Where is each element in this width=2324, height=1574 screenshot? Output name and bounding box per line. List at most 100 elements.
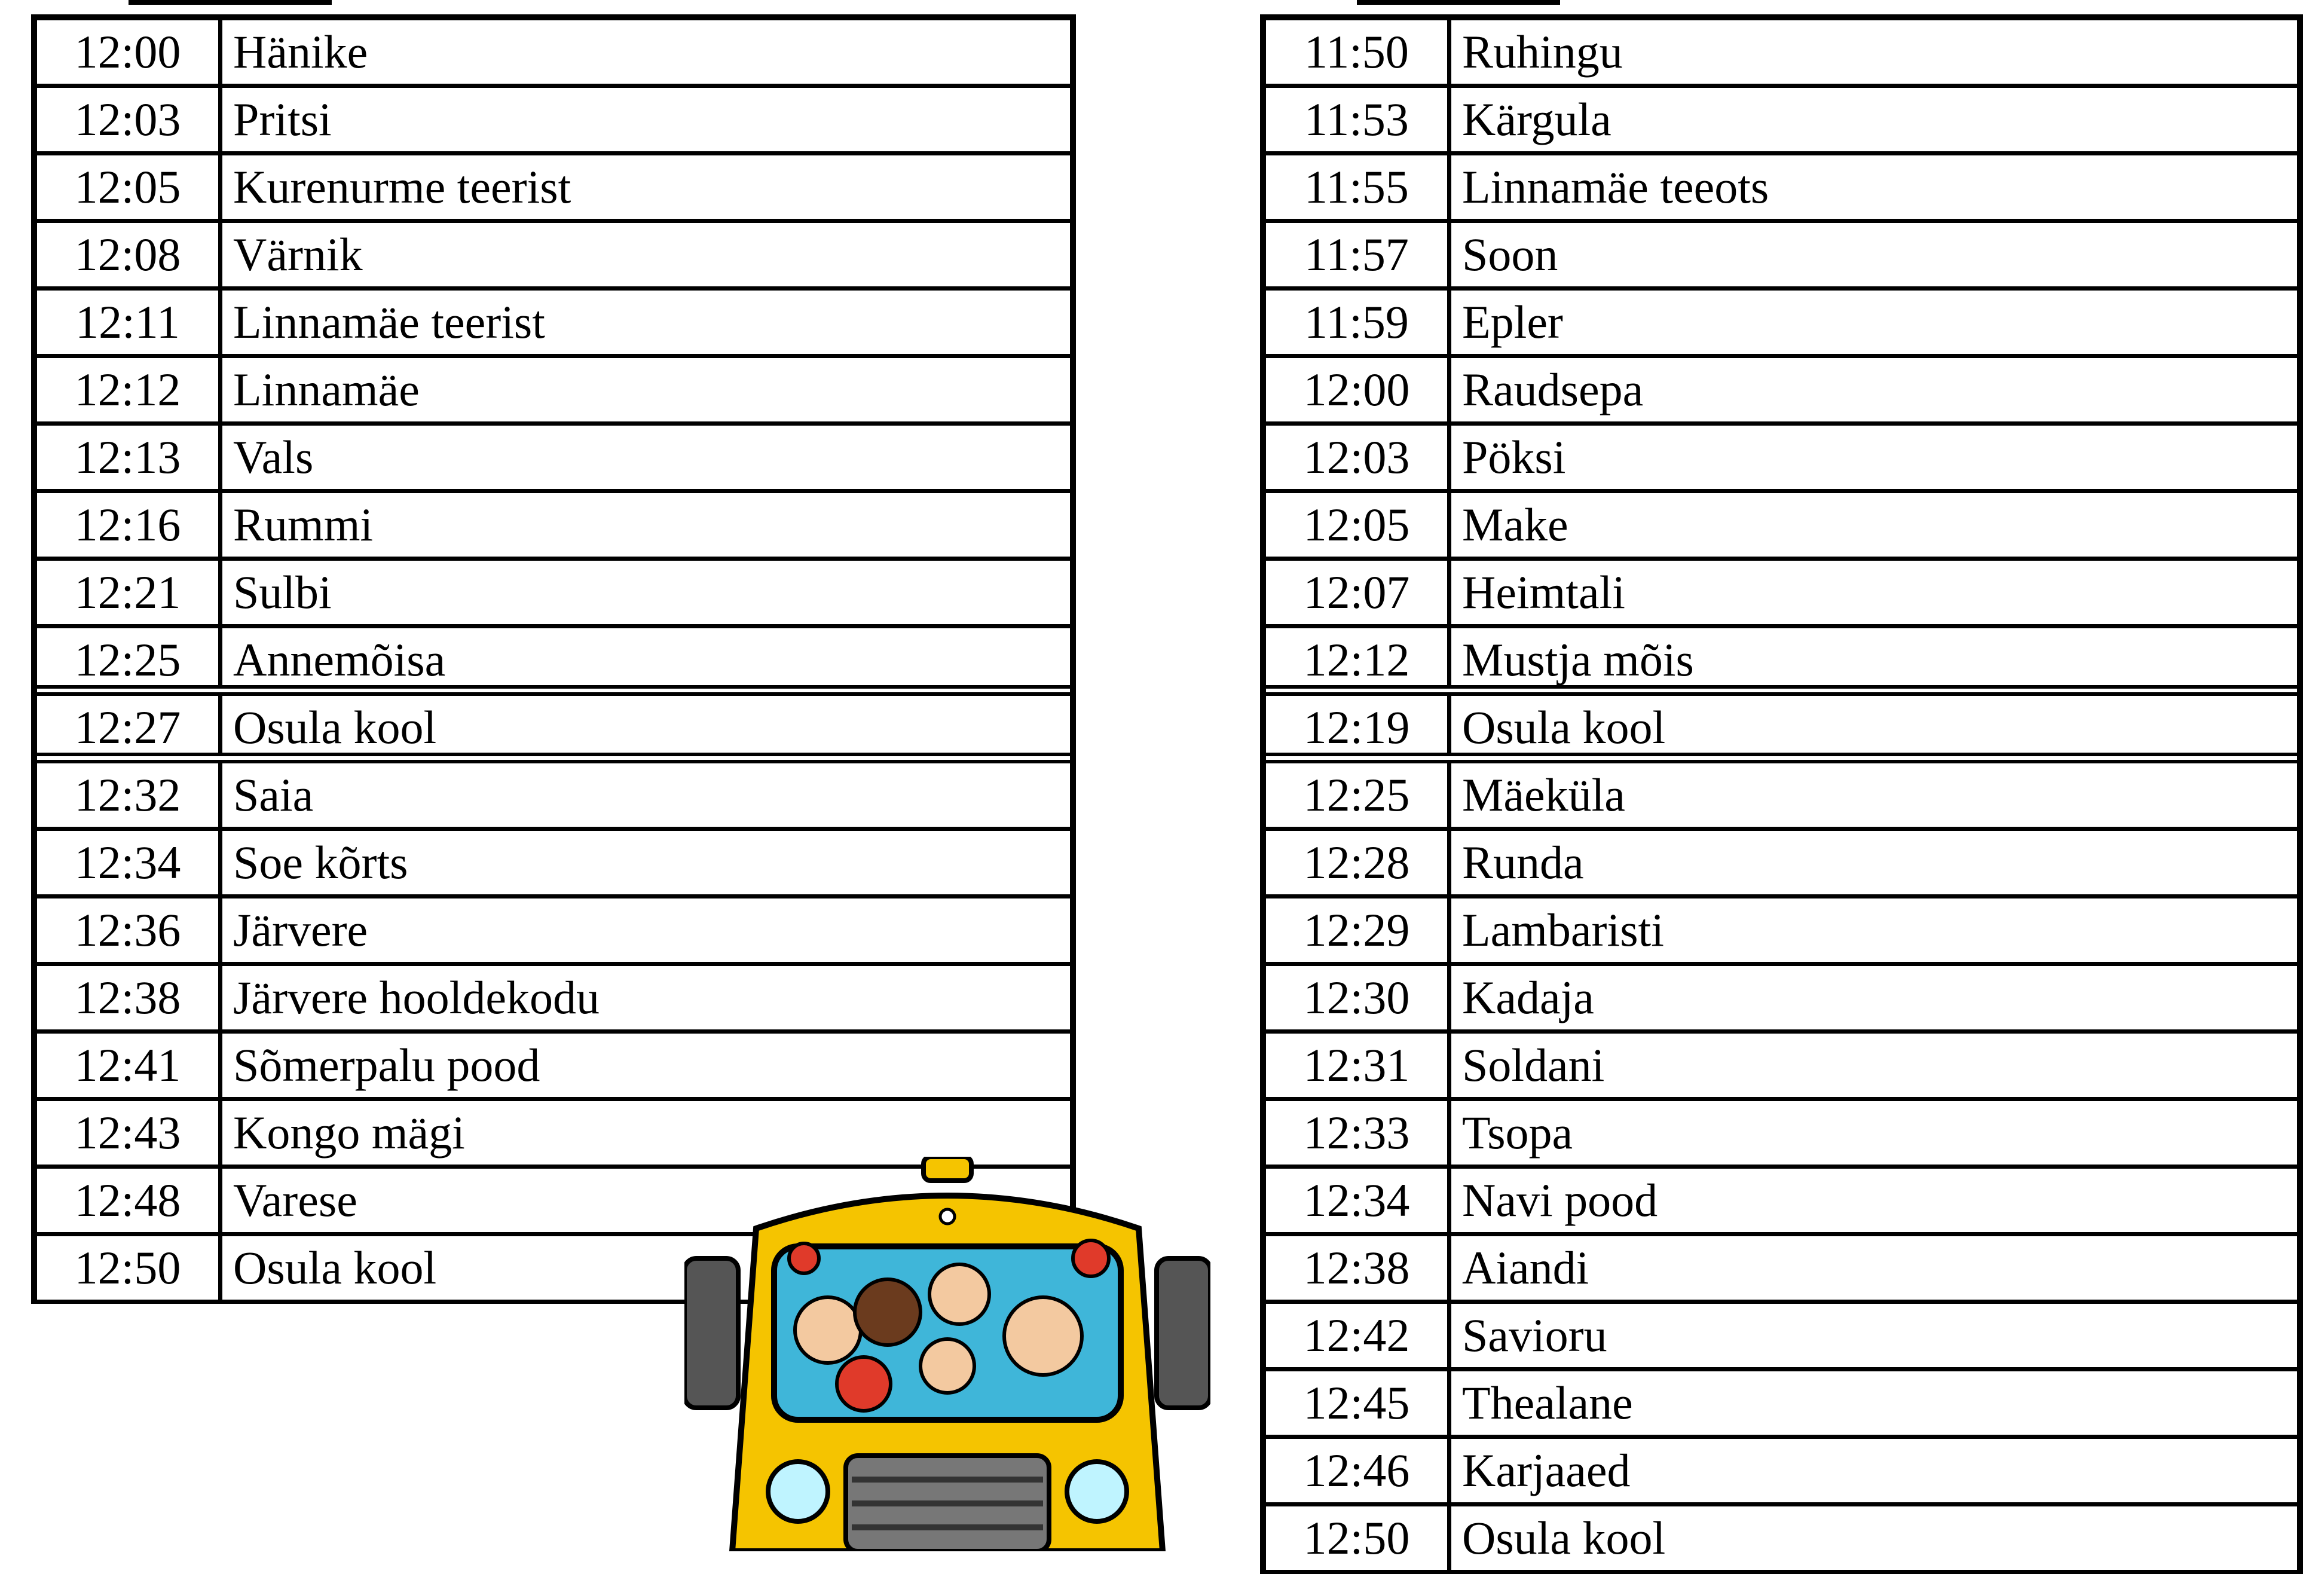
stop-name: Mustja mõis — [1462, 634, 1694, 686]
departure-time: 12:21 — [37, 561, 222, 624]
table-row: 12:19 Osula kool — [1266, 696, 2297, 763]
table-row: 12:27 Osula kool — [37, 696, 1070, 763]
table-row: 12:43 Kongo mägi — [37, 1101, 1070, 1169]
table-row: 12:38 Järvere hooldekodu — [37, 966, 1070, 1034]
header-rule-left — [129, 0, 332, 5]
departure-time: 11:53 — [1266, 88, 1451, 151]
departure-time: 12:11 — [37, 291, 222, 354]
stop-name: Lambaristi — [1462, 904, 1664, 956]
stop-name: Linnamäe teeots — [1462, 161, 1769, 213]
right-schedule-table: 11:50 Ruhingu 11:53 Kärgula 11:55 Linnamäe te… — [1260, 14, 2303, 1574]
table-row: 12:46 Karjaaed — [1266, 1439, 2297, 1506]
departure-time: 12:08 — [37, 223, 222, 286]
departure-time: 12:05 — [37, 155, 222, 219]
stop-name: Varese — [233, 1174, 357, 1226]
departure-time: 12:05 — [1266, 493, 1451, 557]
stop-name: Värnik — [233, 228, 363, 280]
departure-time: 12:43 — [37, 1101, 222, 1165]
departure-time: 12:42 — [1266, 1304, 1451, 1367]
departure-time: 12:03 — [37, 88, 222, 151]
departure-time: 12:25 — [1266, 763, 1451, 827]
stop-name: Järvere hooldekodu — [233, 971, 600, 1023]
departure-time: 12:31 — [1266, 1034, 1451, 1097]
stop-name: Linnamäe — [233, 363, 420, 415]
header-rule-right — [1357, 0, 1560, 5]
departure-time: 12:12 — [37, 358, 222, 421]
stop-name: Navi pood — [1462, 1174, 1658, 1226]
table-row: 12:30 Kadaja — [1266, 966, 2297, 1034]
stop-name: Soe kõrts — [233, 836, 408, 888]
stop-name: Karjaaed — [1462, 1444, 1631, 1496]
table-row: 11:59 Epler — [1266, 291, 2297, 358]
left-schedule-table: 12:00 Hänike 12:03 Pritsi 12:05 Kurenurme tee… — [31, 14, 1076, 1304]
departure-time: 12:28 — [1266, 831, 1451, 894]
departure-time: 12:34 — [1266, 1169, 1451, 1232]
table-row: 12:25 Annemõisa — [37, 628, 1070, 696]
stop-name: Vals — [233, 431, 314, 483]
departure-time: 12:36 — [37, 898, 222, 962]
stop-name: Kärgula — [1462, 93, 1611, 145]
table-row: 12:38 Aiandi — [1266, 1236, 2297, 1304]
stop-name: Annemõisa — [233, 634, 446, 686]
table-row: 12:16 Rummi — [37, 493, 1070, 561]
table-row: 11:50 Ruhingu — [1266, 20, 2297, 88]
stop-name: Osula kool — [1462, 1512, 1666, 1564]
table-row: 12:08 Värnik — [37, 223, 1070, 291]
table-row: 12:03 Pritsi — [37, 88, 1070, 155]
stop-name: Soldani — [1462, 1039, 1605, 1091]
departure-time: 12:34 — [37, 831, 222, 894]
table-row: 12:50 Osula kool — [1266, 1506, 2297, 1574]
table-row: 11:57 Soon — [1266, 223, 2297, 291]
departure-time: 12:25 — [37, 628, 222, 686]
stop-name: Kurenurme teerist — [233, 161, 571, 213]
stop-name: Raudsepa — [1462, 363, 1644, 415]
stop-name: Aiandi — [1462, 1242, 1589, 1294]
table-row: 12:05 Make — [1266, 493, 2297, 561]
table-row: 12:21 Sulbi — [37, 561, 1070, 628]
table-row: 12:28 Runda — [1266, 831, 2297, 898]
stop-name: Ruhingu — [1462, 26, 1623, 78]
departure-time: 12:03 — [1266, 426, 1451, 489]
stop-name: Osula kool — [233, 701, 437, 753]
departure-time: 12:33 — [1266, 1101, 1451, 1165]
stop-name: Hänike — [233, 26, 368, 78]
departure-time: 12:13 — [37, 426, 222, 489]
table-row: 12:25 Mäeküla — [1266, 763, 2297, 831]
departure-time: 12:29 — [1266, 898, 1451, 962]
stop-name: Kadaja — [1462, 971, 1594, 1023]
table-row: 11:55 Linnamäe teeots — [1266, 155, 2297, 223]
table-row: 12:36 Järvere — [37, 898, 1070, 966]
table-row: 12:29 Lambaristi — [1266, 898, 2297, 966]
table-row: 12:45 Thealane — [1266, 1371, 2297, 1439]
table-row: 12:33 Tsopa — [1266, 1101, 2297, 1169]
departure-time: 11:50 — [1266, 20, 1451, 84]
table-row: 12:41 Sõmerpalu pood — [37, 1034, 1070, 1101]
table-row: 12:34 Navi pood — [1266, 1169, 2297, 1236]
departure-time: 12:00 — [1266, 358, 1451, 421]
stop-name: Rummi — [233, 499, 374, 551]
departure-time: 12:50 — [1266, 1506, 1451, 1570]
departure-time: 12:12 — [1266, 628, 1451, 686]
stop-name: Järvere — [233, 904, 368, 956]
departure-time: 12:50 — [37, 1236, 222, 1300]
stop-name: Pritsi — [233, 93, 332, 145]
departure-time: 12:45 — [1266, 1371, 1451, 1435]
departure-time: 12:32 — [37, 763, 222, 827]
table-row: 12:11 Linnamäe teerist — [37, 291, 1070, 358]
stop-name: Pöksi — [1462, 431, 1566, 483]
departure-time: 12:30 — [1266, 966, 1451, 1029]
table-row: 12:00 Raudsepa — [1266, 358, 2297, 426]
departure-time: 11:55 — [1266, 155, 1451, 219]
table-row: 12:42 Savioru — [1266, 1304, 2297, 1371]
table-row: 12:12 Mustja mõis — [1266, 628, 2297, 696]
stop-name: Epler — [1462, 296, 1563, 348]
departure-time: 12:48 — [37, 1169, 222, 1232]
stop-name: Kongo mägi — [233, 1107, 465, 1159]
stop-name: Sulbi — [233, 566, 332, 618]
table-row: 12:07 Heimtali — [1266, 561, 2297, 628]
stop-name: Linnamäe teerist — [233, 296, 545, 348]
departure-time: 12:19 — [1266, 696, 1451, 753]
table-row: 11:53 Kärgula — [1266, 88, 2297, 155]
table-row: 12:00 Hänike — [37, 20, 1070, 88]
table-row: 12:13 Vals — [37, 426, 1070, 493]
